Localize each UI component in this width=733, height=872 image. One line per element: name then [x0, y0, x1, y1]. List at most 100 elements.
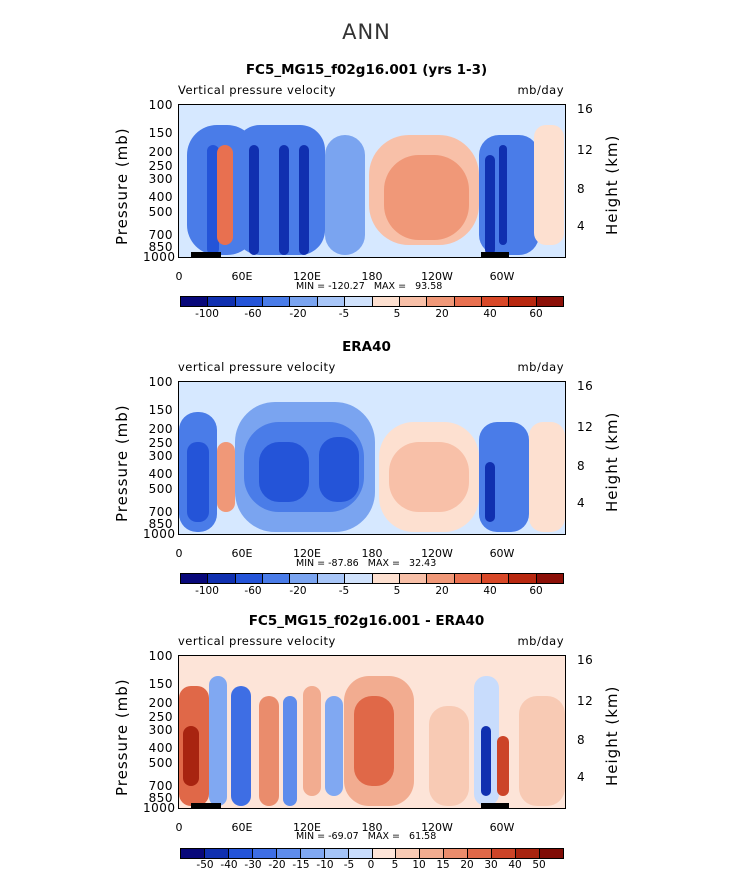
land-mask	[191, 252, 221, 257]
colorbar-segment	[372, 574, 400, 583]
colorbar-label: -5	[343, 859, 355, 871]
colorbar-segment	[372, 297, 400, 306]
contour-region	[485, 155, 495, 255]
pressure-tick-label: 850	[148, 791, 173, 805]
colorbar-label: -100	[195, 585, 219, 597]
colorbar-label: 50	[532, 859, 546, 871]
height-tick-label: 16	[577, 102, 594, 116]
contour-region	[485, 462, 495, 522]
pressure-tick-label: 700	[148, 228, 173, 242]
height-tick-label: 8	[577, 733, 586, 747]
pressure-tick-label: 500	[148, 482, 173, 496]
contour-region	[534, 125, 564, 245]
contour-region	[217, 145, 233, 245]
x-tick-label: 0	[175, 547, 183, 560]
variable-label: vertical pressure velocity	[178, 634, 336, 648]
colorbar-segment	[468, 849, 493, 858]
contour-region	[183, 726, 199, 786]
height-tick-label: 12	[577, 694, 594, 708]
colorbar	[180, 848, 564, 859]
x-tick-label: 0	[175, 821, 183, 834]
colorbar-segment	[235, 297, 264, 306]
colorbar-segment	[540, 849, 563, 858]
x-tick-label: 60E	[231, 547, 253, 560]
heatmap-plot	[178, 104, 566, 258]
contour-region	[481, 726, 491, 796]
x-tick-label: 60E	[231, 270, 253, 283]
colorbar-segment	[204, 849, 229, 858]
colorbar-segment	[317, 297, 346, 306]
colorbar-segment	[228, 849, 253, 858]
contour-region	[319, 437, 359, 502]
colorbar-label: 5	[391, 859, 399, 871]
contour-region	[325, 135, 365, 255]
colorbar-label: -20	[289, 585, 307, 597]
colorbar-label: 60	[529, 308, 543, 320]
pressure-tick-label: 150	[148, 677, 173, 691]
contour-region	[217, 442, 235, 512]
colorbar-segment	[263, 574, 291, 583]
height-tick-label: 4	[577, 496, 586, 510]
colorbar-segment	[276, 849, 301, 858]
figure-title: ANN	[342, 20, 391, 44]
colorbar-label: 20	[460, 859, 474, 871]
colorbar-label: 40	[483, 308, 497, 320]
contour-region	[209, 676, 227, 806]
colorbar-segment	[481, 297, 510, 306]
height-axis-title: Height (km)	[603, 134, 621, 235]
colorbar-segment	[235, 574, 264, 583]
pressure-tick-label: 400	[148, 467, 173, 481]
pressure-tick-label: 300	[148, 172, 173, 186]
min-value: MIN = -69.07	[296, 831, 359, 842]
contour-region	[259, 696, 279, 806]
colorbar-segment	[345, 297, 373, 306]
pressure-tick-label: 700	[148, 779, 173, 793]
x-tick-label: 180	[361, 547, 383, 560]
x-tick-label: 180	[361, 821, 383, 834]
pressure-tick-label: 250	[148, 436, 173, 450]
pressure-axis-title: Pressure (mb)	[113, 127, 131, 245]
colorbar-segment	[420, 849, 445, 858]
pressure-tick-label: 850	[148, 517, 173, 531]
colorbar-segment	[427, 297, 455, 306]
pressure-tick-label: 150	[148, 403, 173, 417]
colorbar-label: 40	[508, 859, 522, 871]
heatmap-plot	[178, 381, 566, 535]
colorbar-segment	[516, 849, 541, 858]
pressure-axis-title: Pressure (mb)	[113, 404, 131, 522]
contour-region	[303, 686, 321, 796]
height-tick-label: 4	[577, 219, 586, 233]
pressure-tick-label: 500	[148, 756, 173, 770]
colorbar-segment	[252, 849, 277, 858]
colorbar-label: -5	[338, 585, 350, 597]
colorbar	[180, 573, 564, 584]
height-axis-title: Height (km)	[603, 411, 621, 512]
colorbar-segment	[509, 574, 537, 583]
height-tick-label: 4	[577, 770, 586, 784]
height-tick-label: 12	[577, 143, 594, 157]
colorbar-segment	[290, 574, 318, 583]
height-tick-label: 12	[577, 420, 594, 434]
heatmap-plot	[178, 655, 566, 809]
colorbar-label: 20	[435, 308, 449, 320]
pressure-tick-label: 300	[148, 449, 173, 463]
units-label: mb/day	[517, 634, 564, 648]
colorbar-label: -50	[196, 859, 214, 871]
colorbar-segment	[181, 849, 205, 858]
min-max-text: MIN = -120.27 MAX = 93.58	[296, 281, 442, 292]
colorbar-label: 30	[484, 859, 498, 871]
x-tick-label: 120E	[293, 821, 321, 834]
pressure-axis-title: Pressure (mb)	[113, 678, 131, 796]
x-tick-label: 60W	[489, 270, 515, 283]
colorbar-segment	[509, 297, 537, 306]
pressure-tick-label: 500	[148, 205, 173, 219]
x-tick-label: 60W	[489, 821, 515, 834]
colorbar-segment	[492, 849, 517, 858]
x-tick-label: 120W	[421, 270, 453, 283]
max-value: MAX = 93.58	[373, 281, 443, 292]
colorbar-label: -10	[316, 859, 334, 871]
contour-region	[384, 155, 469, 240]
pressure-tick-label: 150	[148, 126, 173, 140]
panel-title: FC5_MG15_f02g16.001 - ERA40	[248, 613, 485, 629]
x-tick-label: 60W	[489, 547, 515, 560]
